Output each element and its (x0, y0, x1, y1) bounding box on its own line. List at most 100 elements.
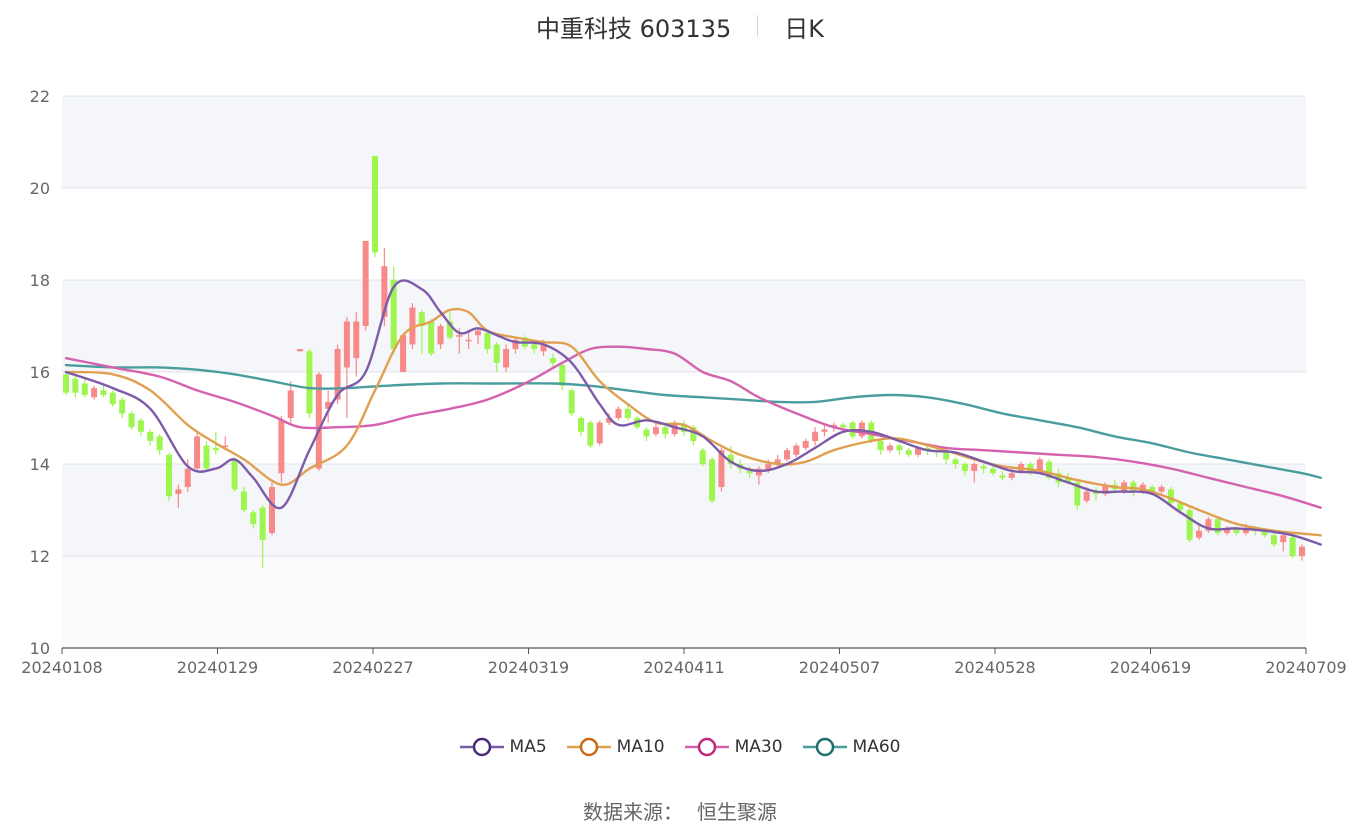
candle (493, 342, 500, 372)
candle-body (362, 240, 369, 326)
chart-legend: MA5 MA10 MA30 MA60 (0, 732, 1360, 762)
candle (175, 484, 182, 508)
candle-body (961, 464, 968, 471)
candle-body (325, 401, 332, 409)
title-separator (757, 15, 759, 37)
candle-body (971, 464, 978, 471)
candle (961, 461, 968, 476)
candle-body (81, 383, 88, 395)
candle-body (503, 349, 510, 368)
candle-body (1242, 528, 1249, 533)
candle-body (624, 408, 631, 418)
candle (428, 319, 435, 356)
candle-body (212, 447, 219, 451)
candle-body (793, 445, 800, 455)
candle-body (512, 339, 519, 349)
candle-body (147, 431, 154, 441)
candle-body (699, 450, 706, 464)
candle (699, 447, 706, 467)
x-tick-label: 20240108 (21, 658, 102, 677)
candle (568, 388, 575, 416)
candle-body (915, 447, 922, 455)
candle-body (166, 454, 172, 497)
legend-label: MA30 (734, 737, 783, 757)
candle-body (231, 459, 238, 490)
candle-body (297, 349, 304, 352)
legend-item-ma30[interactable]: MA30 (684, 737, 783, 757)
legend-marker-icon (802, 737, 847, 757)
y-tick-label: 16 (30, 363, 50, 382)
candle-body (91, 388, 98, 398)
candle (91, 385, 98, 400)
candle (1186, 507, 1193, 543)
candle (147, 429, 154, 446)
candle (999, 470, 1006, 481)
candle-body (1149, 487, 1156, 492)
candle-body (980, 466, 987, 469)
candle (287, 381, 294, 423)
candle (503, 344, 510, 372)
candle (465, 332, 472, 349)
candle-body (381, 266, 388, 317)
candle-body (1224, 528, 1231, 533)
candle-body (203, 445, 210, 469)
candle-body (802, 441, 809, 448)
legend-item-ma10[interactable]: MA10 (566, 737, 665, 757)
candle-body (1289, 537, 1296, 556)
candle-body (774, 459, 781, 464)
candle-body (1158, 487, 1165, 492)
candle-body (746, 470, 753, 474)
legend-marker-icon (684, 737, 729, 757)
legend-item-ma5[interactable]: MA5 (459, 737, 547, 757)
candle-body (1270, 535, 1277, 545)
grid-band (62, 464, 1306, 556)
candle-body (615, 408, 622, 418)
candle (793, 443, 800, 458)
candle (109, 390, 116, 407)
candle-body (390, 280, 397, 349)
candle (156, 434, 163, 455)
candle-body (1083, 491, 1090, 501)
candle (971, 461, 978, 483)
candle-body (306, 351, 313, 414)
candle-body (1214, 519, 1221, 533)
candle-body (100, 390, 107, 395)
candle (596, 420, 603, 446)
candle-body (287, 390, 294, 418)
legend-label: MA60 (852, 737, 901, 757)
candle-body (596, 422, 603, 444)
candle (784, 447, 790, 462)
candle-body (400, 335, 407, 372)
series-line-ma5 (64, 279, 1322, 546)
candle-body (465, 339, 472, 342)
candle (905, 447, 912, 458)
candle (952, 457, 959, 469)
candle-body (184, 468, 191, 487)
candle-body (1186, 510, 1193, 540)
candle (980, 464, 987, 474)
legend-item-ma60[interactable]: MA60 (802, 737, 901, 757)
candle-body (456, 335, 463, 337)
candle (512, 337, 519, 354)
candle (727, 445, 734, 469)
x-tick-label: 20240129 (177, 658, 258, 677)
candle (896, 443, 903, 455)
candle-body (343, 321, 350, 368)
candle (587, 420, 594, 448)
candle (484, 330, 491, 354)
candle-body (952, 459, 959, 464)
candle (250, 510, 257, 529)
candle (1214, 516, 1221, 536)
candle (194, 431, 201, 471)
candle (1205, 516, 1212, 533)
candle-body (156, 436, 163, 451)
candle-body (1027, 464, 1034, 471)
candle (802, 438, 809, 451)
candle-body (821, 429, 828, 432)
candle-body (652, 427, 659, 435)
y-tick-label: 18 (30, 271, 50, 290)
candle-body (63, 374, 69, 393)
candle-body (690, 427, 697, 441)
candle-body (269, 487, 275, 533)
candle (1270, 533, 1277, 547)
